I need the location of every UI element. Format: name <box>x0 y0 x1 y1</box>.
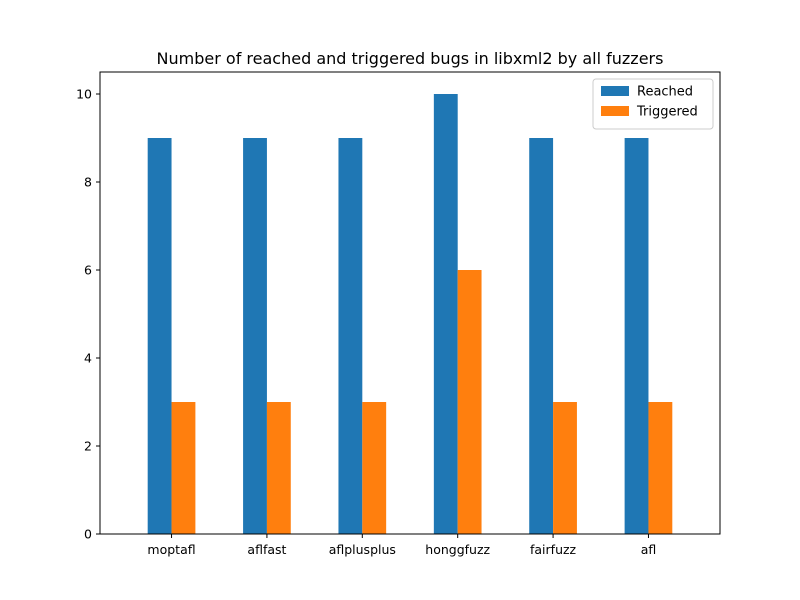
bar-triggered-fairfuzz <box>553 402 577 534</box>
x-tick-label: aflfast <box>247 542 286 557</box>
bar-triggered-afl <box>648 402 673 534</box>
bar-reached-aflplusplus <box>338 138 363 534</box>
bar-triggered-moptafl <box>171 402 196 534</box>
bar-reached-honggfuzz <box>433 94 458 534</box>
x-tick-label: moptafl <box>147 542 195 557</box>
y-tick-label: 10 <box>76 87 92 102</box>
legend: Reached Triggered <box>592 78 714 130</box>
legend-label-triggered: Triggered <box>636 105 698 120</box>
axes-frame <box>99 71 721 535</box>
bar-reached-aflfast <box>243 138 267 534</box>
bar-reached-fairfuzz <box>529 138 554 534</box>
y-tick-label: 4 <box>84 351 92 366</box>
x-tick-label: afl <box>641 542 657 557</box>
legend-swatch-reached <box>601 86 629 96</box>
bar-triggered-honggfuzz <box>457 270 482 534</box>
y-tick-label: 2 <box>84 439 92 454</box>
x-tick-label: fairfuzz <box>530 542 577 557</box>
bar-triggered-aflplusplus <box>362 402 387 534</box>
bar-reached-afl <box>624 138 649 534</box>
bar-triggered-aflfast <box>266 402 291 534</box>
y-tick-label: 8 <box>84 175 92 190</box>
plot-area: 0 2 4 6 8 10 moptafl aflfast aflplusplus honggfuz… <box>76 71 721 557</box>
y-tick-label: 0 <box>84 527 92 542</box>
x-tick-label: aflplusplus <box>329 542 396 557</box>
legend-swatch-triggered <box>601 106 629 116</box>
x-tick-label: honggfuzz <box>425 542 490 557</box>
chart-title: Number of reached and triggered bugs in … <box>157 49 664 68</box>
legend-label-reached: Reached <box>637 85 693 100</box>
y-tick-label: 6 <box>84 263 92 278</box>
bar-reached-moptafl <box>147 138 172 534</box>
